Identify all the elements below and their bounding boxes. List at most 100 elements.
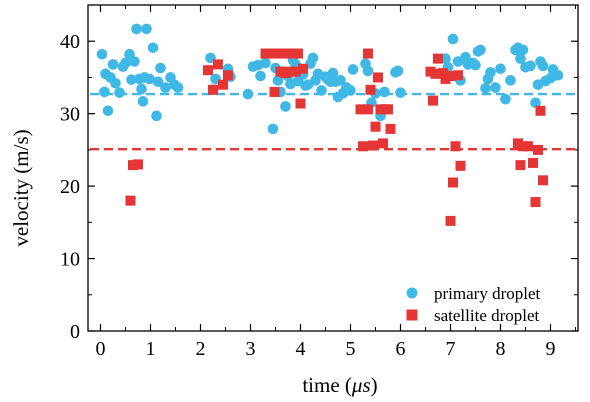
primary-droplet-point [347, 64, 359, 75]
satellite-droplet-point [523, 141, 533, 152]
primary-droplet-point [379, 86, 390, 98]
satellite-droplet-point [445, 70, 456, 81]
satellite-droplet-point [368, 140, 378, 151]
primary-droplet-point [316, 85, 327, 96]
primary-droplet-point [362, 65, 374, 77]
primary-droplet-point [136, 83, 147, 95]
satellite-droplet-point [290, 66, 301, 77]
primary-droplet-point [110, 77, 121, 89]
satellite-droplet-point [455, 160, 466, 171]
primary-droplet-point [99, 86, 110, 98]
primary-droplet-point [530, 97, 541, 109]
satellite-droplet-point [378, 138, 388, 149]
satellite-droplet-point [293, 48, 303, 59]
primary-droplet-point [172, 82, 184, 93]
satellite-droplet-point [223, 70, 233, 81]
satellite-droplet-point [213, 59, 223, 70]
primary-droplet-point [345, 85, 356, 96]
y-tick-label: 40 [60, 31, 80, 53]
primary-droplet-point [515, 53, 526, 64]
satellite-droplet-point [355, 104, 366, 115]
satellite-droplet-point [363, 48, 373, 59]
y-tick-label: 30 [60, 104, 80, 126]
primary-droplet-point [120, 57, 131, 69]
primary-droplet-point [160, 82, 171, 93]
satellite-droplet-point [125, 195, 136, 206]
primary-droplet-point [151, 110, 162, 122]
x-axis-title: time (μs) [302, 373, 377, 397]
primary-droplet-point [335, 75, 346, 86]
primary-droplet-point [102, 105, 114, 117]
x-axis-title-unit: μs [351, 373, 371, 397]
satellite-droplet-point [365, 84, 376, 95]
primary-droplet-point [475, 44, 486, 56]
satellite-droplet-point [298, 63, 308, 74]
y-tick-label: 20 [60, 176, 80, 198]
plot-area: 0 1 2 3 4 5 6 7 8 9 0 10 20 30 40 primary droplet satell… [60, 4, 579, 360]
satellite-droplet-point [208, 84, 218, 95]
x-tick-label: 8 [496, 338, 506, 360]
x-axis-title-prefix: time ( [302, 373, 352, 397]
primary-droplet-point [131, 23, 142, 35]
primary-droplet-point [525, 60, 536, 72]
primary-droplet-point [485, 67, 496, 78]
satellite-droplet-point [448, 177, 458, 188]
legend-label-satellite: satellite droplet [434, 306, 540, 325]
satellite-droplet-point [383, 104, 393, 115]
primary-droplet-point [505, 75, 516, 86]
x-axis-title-suffix: ) [371, 373, 378, 397]
primary-droplet-point [392, 65, 404, 77]
satellite-droplet-point [528, 157, 538, 168]
primary-droplet-point [144, 73, 155, 85]
legend-label-primary: primary droplet [434, 284, 540, 303]
primary-droplet-point [137, 96, 149, 107]
primary-droplet-point [490, 82, 501, 93]
satellite-droplet-point [430, 68, 441, 79]
primary-droplet-point [141, 23, 152, 35]
y-tick-label: 10 [60, 249, 80, 271]
primary-droplet-point [267, 123, 279, 135]
x-tick-label: 1 [146, 338, 156, 360]
satellite-droplet-point [515, 160, 526, 171]
satellite-droplet-point [428, 95, 438, 106]
primary-droplet-point [155, 62, 166, 74]
plot-frame [87, 4, 579, 332]
primary-droplet-point [126, 74, 137, 85]
satellite-droplet-point [269, 86, 280, 97]
satellite-droplet-point [370, 121, 381, 132]
satellite-droplet-point [533, 144, 543, 155]
satellite-droplet-point [433, 53, 443, 64]
legend-marker-satellite [406, 309, 418, 321]
satellite-droplet-point [295, 98, 306, 109]
x-tick-label: 2 [196, 338, 206, 360]
x-tick-label: 4 [296, 338, 306, 360]
satellite-droplet-point [385, 123, 396, 134]
primary-droplet-point [395, 87, 406, 98]
y-tick-label: 0 [70, 321, 80, 343]
satellite-droplet-point [266, 48, 277, 59]
primary-droplet-point [517, 44, 529, 56]
x-tick-label: 5 [346, 338, 356, 360]
x-tick-label: 0 [96, 338, 106, 360]
satellite-droplet-point [445, 215, 456, 226]
satellite-droplet-point [538, 175, 548, 186]
primary-droplet-point [242, 88, 254, 100]
y-axis-title: velocity (m/s) [9, 129, 33, 246]
satellite-droplet-point [373, 72, 383, 83]
primary-droplet-point [114, 87, 125, 98]
satellite-droplet-point [218, 79, 228, 90]
satellite-droplet-point [453, 70, 463, 81]
primary-droplet-point [495, 63, 506, 75]
satellite-droplet-point [358, 141, 368, 152]
satellite-droplet-point [363, 104, 373, 115]
primary-droplet-point [255, 70, 266, 82]
primary-droplet-point [537, 60, 549, 72]
primary-droplet-point [307, 52, 319, 64]
satellite-droplet-point [450, 141, 461, 152]
satellite-droplet-point [133, 159, 143, 170]
primary-droplet-point [280, 101, 291, 112]
primary-droplet-point [152, 76, 164, 88]
x-tick-label: 7 [446, 338, 456, 360]
primary-droplet-point [96, 48, 108, 60]
